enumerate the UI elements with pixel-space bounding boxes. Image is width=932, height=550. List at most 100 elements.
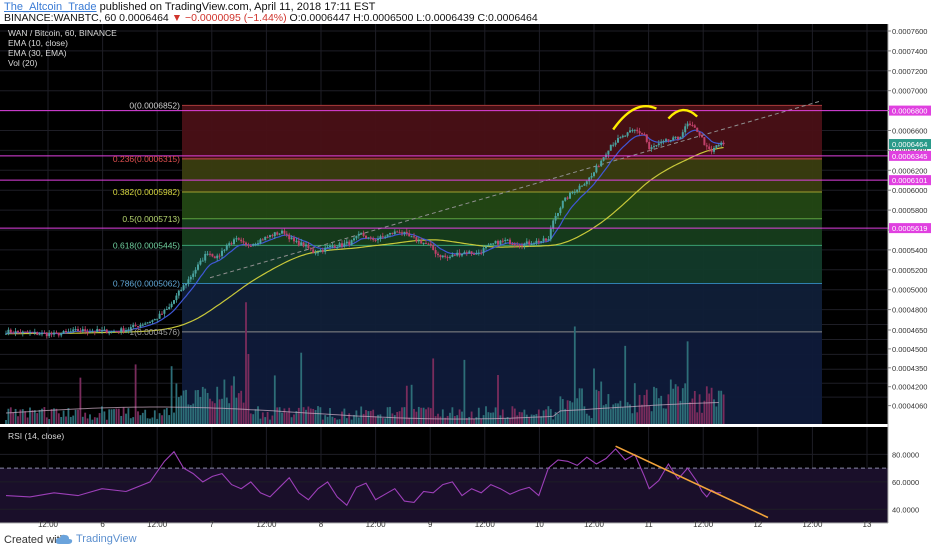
price-tick-label: 0.0004800: [892, 306, 927, 315]
volume-bar: [624, 345, 627, 424]
candle-body: [221, 250, 223, 256]
price-tick-label: 0.0006000: [892, 186, 927, 195]
volume-bar: [384, 418, 387, 424]
volume-bar: [48, 419, 51, 424]
candle-body: [329, 245, 331, 248]
volume-bar: [41, 408, 43, 424]
double-top-arc: [612, 104, 657, 131]
candle-body: [617, 138, 619, 143]
volume-bar: [5, 419, 7, 424]
candle-body: [636, 129, 639, 132]
volume-bar: [564, 408, 567, 424]
footer: Created with TradingView: [0, 530, 932, 550]
volume-bar: [225, 397, 228, 424]
volume-bar: [717, 390, 720, 424]
volume-bar: [607, 394, 610, 424]
price-label-tag: [889, 105, 931, 116]
price-tick-label: 0.0007600: [892, 27, 927, 36]
volume-bar: [84, 412, 87, 424]
fib-zone: [182, 283, 822, 332]
candle-body: [146, 322, 149, 324]
volume-bar: [513, 408, 516, 424]
candle-body: [437, 253, 439, 256]
volume-bar: [456, 415, 459, 424]
author-link[interactable]: The_Altcoin_Trade: [4, 1, 97, 13]
candle-body: [458, 252, 461, 256]
volume-bar: [499, 415, 502, 424]
candle-body: [475, 253, 478, 255]
volume-bar: [590, 418, 593, 424]
fib-zone: [182, 191, 822, 219]
price-tick-label: 0.0006200: [892, 166, 927, 175]
volume-bar: [588, 415, 591, 424]
candle-body: [708, 146, 711, 150]
volume-bar: [547, 406, 550, 424]
volume-bar: [125, 413, 127, 424]
candle-body: [81, 329, 84, 332]
time-tick-label: 12:00: [693, 520, 714, 529]
candle-body: [144, 323, 147, 325]
candle-body: [624, 135, 627, 137]
volume-bar: [614, 403, 617, 424]
tradingview-link[interactable]: TradingView: [55, 533, 137, 545]
time-tick-label: 12:00: [584, 520, 605, 529]
price-tick-label: 0.0004200: [892, 383, 927, 392]
symbol-quote: BINANCE:WANBTC, 60 0.0006464 ▼ −0.000009…: [4, 12, 538, 24]
volume-bar: [477, 407, 480, 424]
candle-body: [557, 213, 559, 216]
volume-bar: [249, 413, 252, 424]
candle-body: [163, 309, 166, 314]
tradingview-cloud-icon: [55, 534, 73, 544]
volume-bar: [609, 409, 612, 424]
candle-body: [156, 318, 159, 320]
candle-body: [715, 145, 718, 148]
volume-bar: [432, 358, 435, 424]
volume-bar: [293, 414, 295, 424]
volume-bar: [14, 408, 17, 424]
chart-canvas[interactable]: 0(0.0006852) 0.236(0.0006315) 0.382(0.0005…: [0, 24, 932, 530]
volume-bar: [86, 418, 89, 424]
volume-bar: [81, 416, 84, 424]
volume-bar: [127, 408, 130, 424]
candle-body: [542, 238, 545, 242]
volume-bar: [276, 407, 279, 424]
candle-body: [96, 329, 99, 332]
volume-bar: [141, 412, 144, 424]
candle-body: [312, 249, 315, 253]
candle-body: [26, 331, 29, 333]
candle-body: [168, 307, 171, 309]
volume-bar: [170, 366, 173, 424]
candle-body: [170, 303, 173, 308]
candle-body: [660, 141, 663, 144]
price-tick-label: 0.0007200: [892, 67, 927, 76]
volume-bar: [319, 407, 322, 424]
volume-bar: [660, 395, 663, 424]
candle-body: [487, 244, 490, 247]
volume-bar: [108, 409, 111, 424]
volume-bar: [446, 415, 449, 424]
volume-bar: [281, 412, 283, 424]
candle-body: [242, 241, 245, 243]
volume-bar: [156, 418, 159, 424]
volume-bar: [600, 381, 603, 424]
volume-bar: [271, 415, 274, 424]
candle-body: [336, 247, 339, 249]
candle-body: [609, 144, 612, 151]
rsi-legend: RSI (14, close): [8, 431, 64, 441]
fib-zone: [182, 105, 822, 159]
volume-bar: [57, 413, 60, 424]
candle-body: [566, 197, 569, 199]
volume-bar: [689, 402, 691, 424]
candle-body: [451, 254, 454, 257]
volume-bar: [290, 417, 293, 424]
volume-bar: [67, 408, 70, 424]
time-tick-label: 6: [100, 520, 105, 529]
volume-bar: [233, 376, 235, 424]
volume-bar: [439, 416, 442, 424]
volume-bar: [38, 409, 41, 424]
candle-body: [206, 253, 209, 255]
rsi-divergence-trendline[interactable]: [615, 445, 769, 519]
time-tick-label: 12:00: [38, 520, 59, 529]
candle-body: [122, 328, 125, 332]
volume-bar: [449, 412, 451, 424]
